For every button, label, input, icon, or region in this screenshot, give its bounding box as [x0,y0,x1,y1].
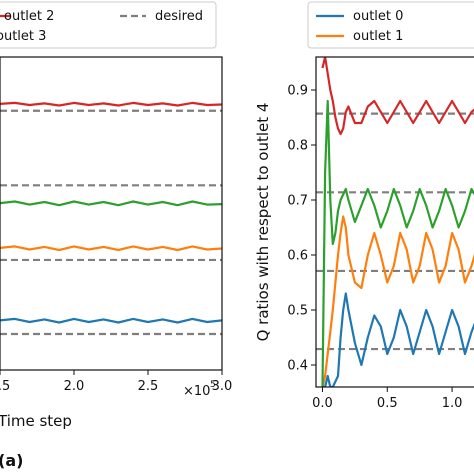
series-line-outlet-2 [321,57,474,136]
series-line-outlet-1 [321,215,474,387]
right-x-tick-label: 0.5 [377,396,398,411]
legend-label-outlet-3: outlet 3 [0,29,46,44]
left-plot-frame [0,56,223,371]
right-y-tick-label: 0.5 [287,304,308,319]
right-legend: outlet 0 outlet 1 [307,1,474,49]
series-line-outlet-1 [0,245,222,252]
right-chart: Q ratios with respect to outlet 4 0.0 0.5… [254,1,474,411]
legend-label-outlet-0: outlet 0 [353,9,403,24]
left-x-multiplier-exp: 5 [210,380,216,390]
legend-label-outlet-1: outlet 1 [353,29,403,44]
series-line-outlet-3 [0,200,222,207]
series-line-outlet-2 [0,101,222,107]
right-x-tick-label: 0.0 [312,396,333,411]
right-y-tick-label: 0.8 [287,139,308,154]
right-x-tick-label: 1.0 [442,396,463,411]
right-y-tick-label: 0.7 [287,194,308,209]
right-y-tick-label: 0.9 [287,84,308,99]
right-y-axis-label: Q ratios with respect to outlet 4 [254,103,272,342]
series-line-outlet-3 [321,99,474,387]
left-x-tick-label: 3.0 [212,379,233,394]
left-legend-box [0,1,217,49]
right-plot-frame [315,56,474,388]
left-x-axis-label: Time step [0,412,72,430]
series-line-outlet-0 [0,317,222,324]
left-x-tick-label: 2.5 [138,379,159,394]
right-y-tick-label: 0.4 [287,359,308,374]
left-x-tick-label: 2.0 [64,379,85,394]
left-x-multiplier-base: ×10 [183,384,210,399]
left-legend: outlet 2 outlet 3 desired [0,1,217,49]
right-legend-box [307,1,474,49]
panel-label: (a) [0,451,23,470]
left-chart: 1.5 2.0 2.5 3.0 Time step ×10 5 outlet 2 ou… [0,1,233,470]
legend-label-desired: desired [155,9,203,24]
legend-label-outlet-2: outlet 2 [4,9,54,24]
right-y-tick-label: 0.6 [287,249,308,264]
left-x-tick-label: 1.5 [0,379,10,394]
series-line-outlet-0 [322,292,474,387]
left-x-multiplier: ×10 5 [183,380,216,399]
